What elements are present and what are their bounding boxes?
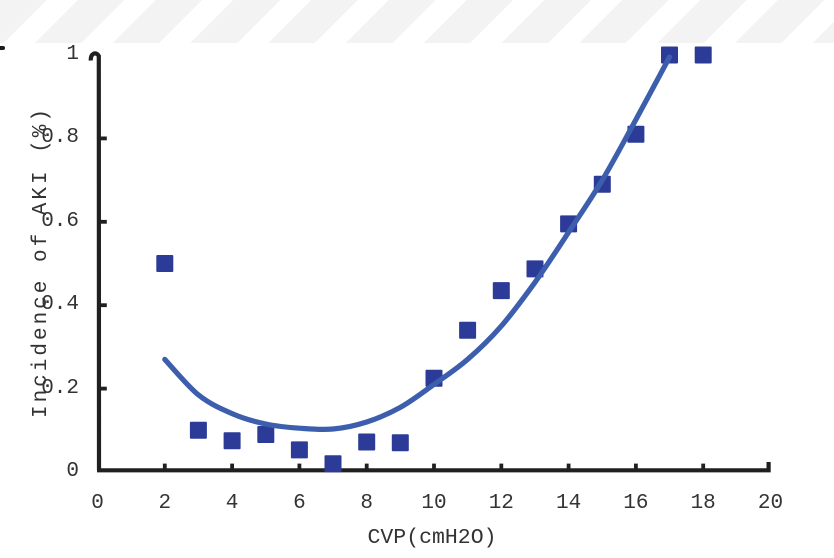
edge-artifact-mark <box>0 46 5 50</box>
x-tick-label: 10 <box>421 492 447 515</box>
data-point-square <box>223 432 241 450</box>
x-tick-label: 4 <box>225 492 239 515</box>
data-point-square <box>290 441 308 459</box>
x-tick-label: 0 <box>91 492 104 515</box>
data-point-square <box>391 434 409 452</box>
data-point-square <box>358 433 376 451</box>
y-tick-label: 0.4 <box>41 293 79 317</box>
x-tick-label: 18 <box>690 492 716 515</box>
data-point-square <box>694 46 712 64</box>
x-tick-label: 14 <box>555 492 582 515</box>
y-tick-label: 0 <box>66 460 79 483</box>
data-point-square <box>189 421 207 439</box>
y-tick-label: 1 <box>66 43 79 66</box>
x-tick-label: 12 <box>488 492 514 515</box>
x-tick-label: 8 <box>360 492 373 515</box>
fitted-curve-line <box>162 54 673 433</box>
data-point-square <box>257 426 275 443</box>
data-point-square <box>492 282 510 300</box>
y-tick-label: 0.8 <box>41 126 79 150</box>
x-tick-label: 6 <box>293 492 306 515</box>
x-tick-label: 2 <box>158 492 172 515</box>
y-tick-label: 0.6 <box>41 209 79 233</box>
x-tick-label: 20 <box>757 492 784 515</box>
data-point-square <box>156 255 174 272</box>
x-tick-label: 16 <box>623 492 649 515</box>
y-tick-label: 0.2 <box>41 376 79 400</box>
data-point-square <box>459 321 477 339</box>
y-axis-title: Incidence of AKI (%) <box>30 105 53 419</box>
data-point-square <box>324 455 342 473</box>
diagonal-stripe-watermark <box>0 0 834 43</box>
x-axis-title: CVP(cmH2O) <box>367 526 497 550</box>
axes-line <box>88 51 771 473</box>
